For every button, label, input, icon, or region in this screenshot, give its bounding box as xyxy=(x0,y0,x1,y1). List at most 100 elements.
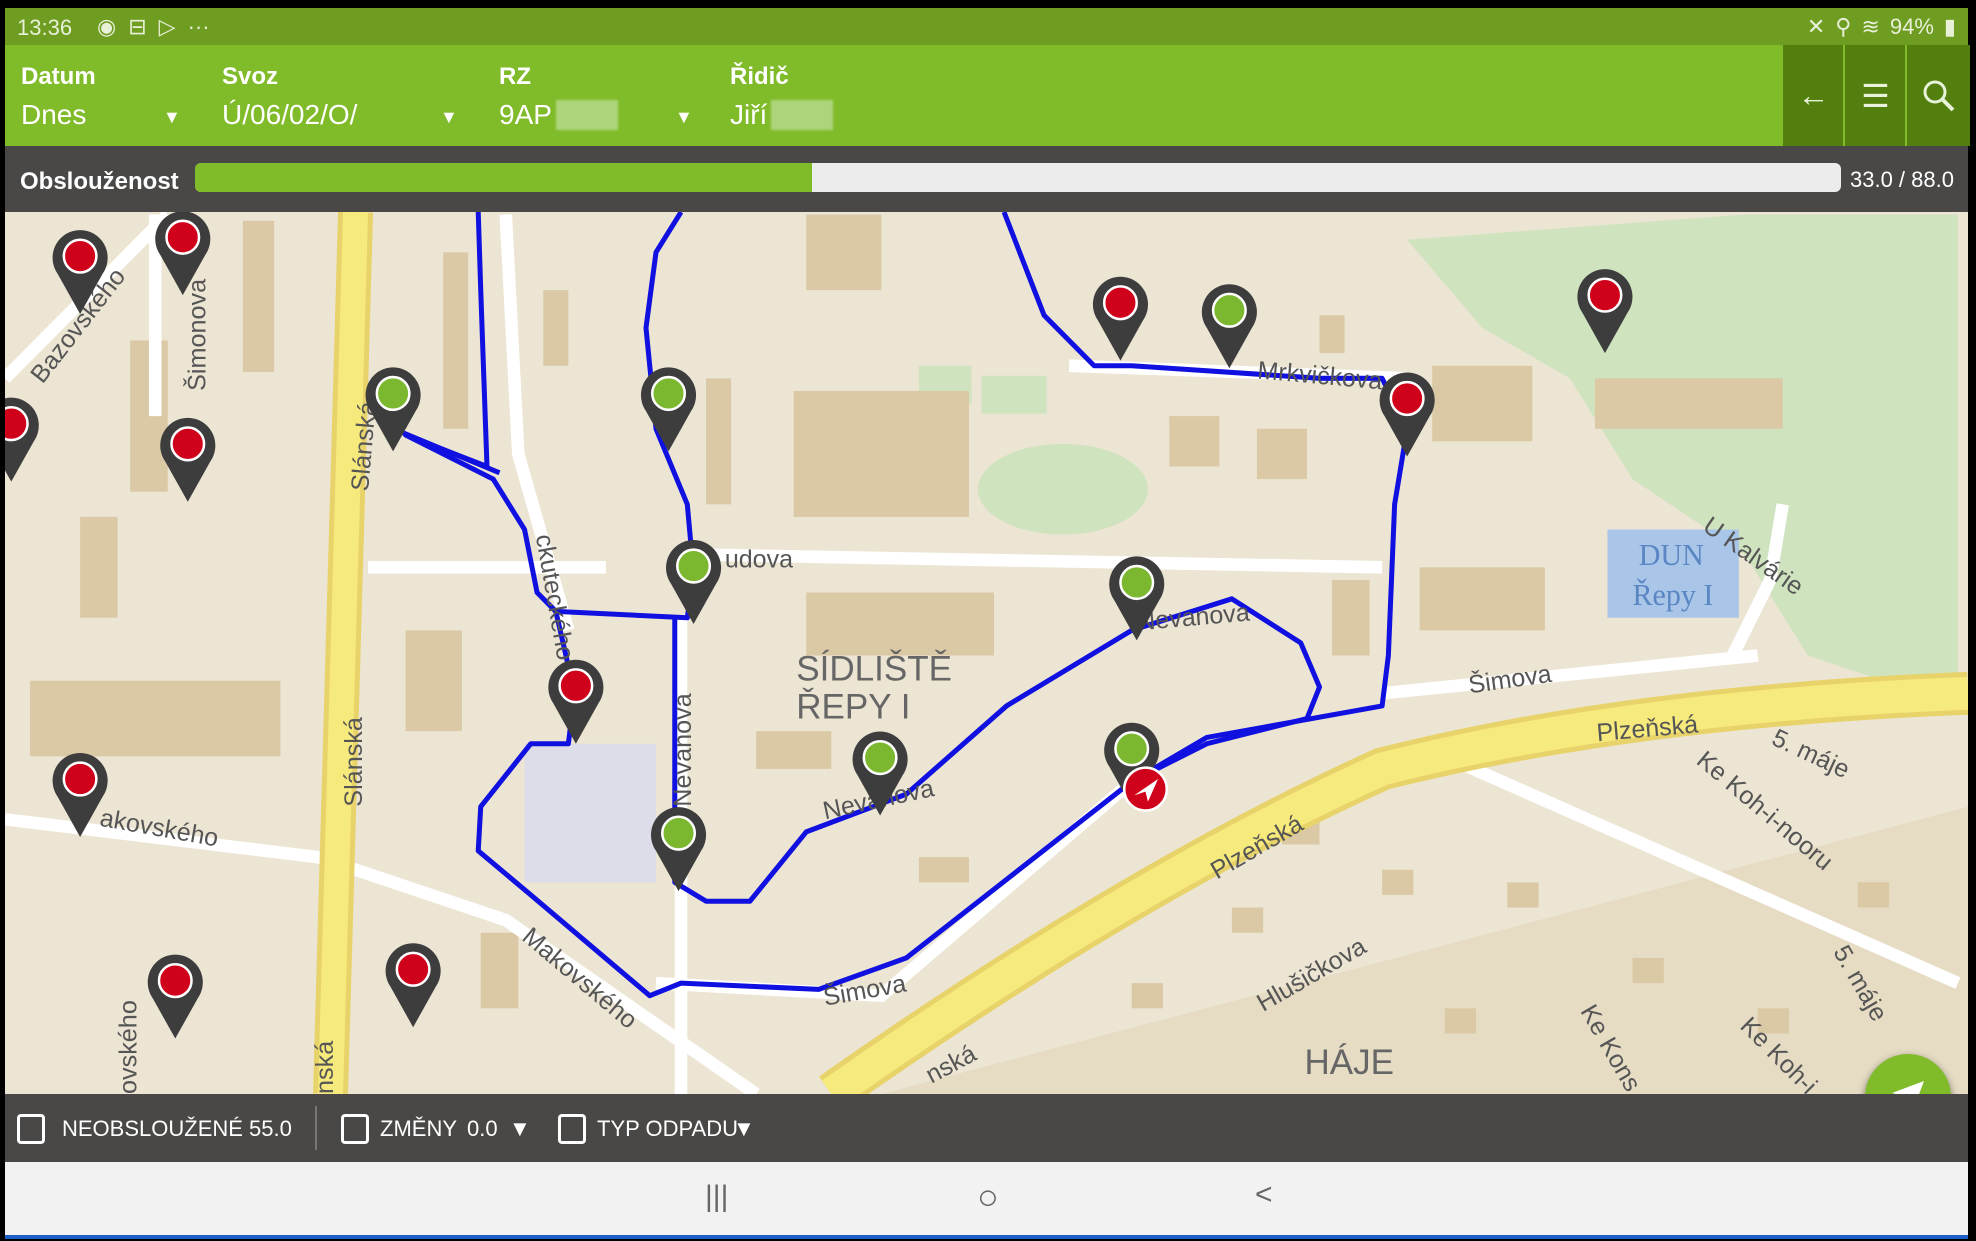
served-bin-marker[interactable] xyxy=(1104,722,1160,807)
route-label: Svoz xyxy=(222,63,279,90)
redacted-blur xyxy=(771,100,834,130)
progress-label: Obslouženost xyxy=(20,168,179,195)
unserved-bin-marker[interactable] xyxy=(1092,276,1148,361)
service-progress-row: Obslouženost 33.0 / 88.0 xyxy=(5,146,1968,212)
driver-value: Jiří xyxy=(730,99,768,130)
notification-icons: ◉ ⊟ ▷ ··· xyxy=(97,14,210,40)
street-label: Mrkvičkova xyxy=(1256,356,1383,395)
unserved-bin-marker[interactable] xyxy=(385,943,441,1028)
changes-checkbox[interactable] xyxy=(341,1114,369,1144)
served-bin-marker[interactable] xyxy=(650,807,707,892)
mute-icon: ✕ xyxy=(1806,14,1826,39)
unserved-bin-marker[interactable] xyxy=(52,752,108,837)
driver-field[interactable]: Řidič Jiří xyxy=(730,63,834,131)
play-store-icon: ▷ xyxy=(158,14,176,39)
marker-status-dot xyxy=(862,739,898,776)
served-bin-marker[interactable] xyxy=(1109,556,1165,641)
marker-status-dot xyxy=(650,375,687,412)
home-button[interactable]: ○ xyxy=(977,1176,999,1217)
clock: 13:36 xyxy=(17,15,73,40)
progress-text: 33.0 / 88.0 xyxy=(1850,167,1954,192)
unserved-bin-marker[interactable] xyxy=(160,417,216,502)
district-label: HÁJE xyxy=(1304,1043,1394,1082)
served-bin-marker[interactable] xyxy=(1201,284,1257,369)
unserved-bin-marker[interactable] xyxy=(1577,269,1633,354)
unserved-label: NEOBSLOUŽENÉ xyxy=(62,1116,243,1141)
status-bar: 13:36 ◉ ⊟ ▷ ··· ✕ ⚲ ≋ 94% ▮ xyxy=(5,8,1968,45)
plate-dropdown-icon[interactable]: ▼ xyxy=(675,107,693,127)
search-icon xyxy=(1923,80,1954,111)
marker-status-dot xyxy=(676,548,712,584)
served-bin-marker[interactable] xyxy=(365,367,421,452)
search-button[interactable] xyxy=(1905,45,1970,146)
unserved-bin-marker[interactable] xyxy=(548,659,604,744)
unserved-bin-marker[interactable] xyxy=(52,230,108,315)
unserved-bin-marker[interactable] xyxy=(155,212,211,296)
marker-status-dot xyxy=(1211,292,1247,328)
list-button[interactable]: ☰ xyxy=(1843,45,1906,146)
street-label: 5. máje xyxy=(1768,724,1854,784)
marker-status-dot xyxy=(661,815,697,851)
street-label: nská xyxy=(311,1041,339,1094)
waste-type-dropdown-icon[interactable]: ▼ xyxy=(733,1116,755,1141)
route-select[interactable]: Svoz Ú/06/02/O/ xyxy=(222,63,357,131)
system-nav-bar: ||| ○ < xyxy=(5,1162,1968,1235)
plzenska-road-fill xyxy=(821,676,1968,1094)
list-icon: ☰ xyxy=(1861,77,1890,114)
marker-status-dot xyxy=(1389,380,1425,417)
pool-area xyxy=(1607,529,1739,618)
location-icon: ⚲ xyxy=(1835,14,1852,39)
map-view[interactable]: Bazovského Šimonova Slánská Slánská nská… xyxy=(5,212,1968,1094)
district-label: ŘEPY I xyxy=(796,687,910,726)
unserved-bin-marker[interactable] xyxy=(1379,372,1435,457)
street-label: akovského xyxy=(98,804,221,853)
marker-status-dot xyxy=(62,761,98,797)
changes-dropdown-icon[interactable]: ▼ xyxy=(509,1116,531,1141)
marker-status-dot xyxy=(1114,731,1150,767)
date-dropdown-icon[interactable]: ▼ xyxy=(163,107,181,127)
map-canvas[interactable]: Bazovského Šimonova Slánská Slánská nská… xyxy=(5,212,1968,1094)
served-bin-marker[interactable] xyxy=(852,731,908,816)
stadium xyxy=(977,443,1148,535)
redacted-blur xyxy=(555,100,618,130)
marker-status-dot xyxy=(157,962,193,999)
back-arrow-icon: ← xyxy=(1797,77,1830,113)
marker-status-dot xyxy=(375,375,411,412)
current-position-marker xyxy=(1122,766,1169,812)
recent-apps-button[interactable]: ||| xyxy=(705,1180,729,1213)
building-gray xyxy=(524,743,656,883)
waste-type-checkbox[interactable] xyxy=(558,1114,586,1144)
unserved-checkbox[interactable] xyxy=(17,1114,45,1144)
back-nav-button[interactable]: < xyxy=(1255,1178,1273,1211)
unserved-bin-marker[interactable] xyxy=(5,397,39,482)
park-area xyxy=(981,375,1047,414)
pool-label: DUN xyxy=(1639,538,1704,572)
marker-status-dot xyxy=(558,668,594,704)
date-select[interactable]: Datum Dnes xyxy=(21,63,96,131)
marker-status-dot xyxy=(395,951,431,987)
pool-label: Řepy I xyxy=(1632,578,1713,612)
window-border xyxy=(5,1235,1968,1239)
street-label: Slánská xyxy=(340,717,368,807)
slanska-road-fill xyxy=(317,212,369,1094)
wifi-icon: ≋ xyxy=(1861,14,1880,39)
remote-icon: ⊟ xyxy=(128,14,147,39)
route-dropdown-icon[interactable]: ▼ xyxy=(440,107,458,127)
served-bin-marker[interactable] xyxy=(640,367,697,452)
filter-bar: NEOBSLOUŽENÉ 55.0 ZMĚNY 0.0 ▼ TYP ODPADU… xyxy=(5,1094,1968,1162)
street-label: Šimonova xyxy=(182,279,211,391)
unserved-bin-marker[interactable] xyxy=(147,954,203,1039)
plate-select[interactable]: RZ 9AP xyxy=(499,63,618,131)
changes-value[interactable]: 0.0 xyxy=(467,1116,498,1141)
street-label: ckuteckého xyxy=(530,532,579,662)
progress-bar xyxy=(195,163,1841,192)
app-header: Datum Dnes ▼ Svoz Ú/06/02/O/ ▼ RZ 9AP ▼ … xyxy=(5,45,1970,146)
waste-type-label[interactable]: TYP ODPADU xyxy=(597,1116,738,1141)
back-button[interactable]: ← xyxy=(1781,45,1844,146)
street-label: Šimova xyxy=(1467,659,1554,700)
served-bin-marker[interactable] xyxy=(666,540,722,625)
date-value: Dnes xyxy=(21,99,87,130)
battery-level: 94% xyxy=(1889,14,1934,39)
marker-status-dot xyxy=(1119,564,1155,601)
marker-status-dot xyxy=(170,426,206,462)
